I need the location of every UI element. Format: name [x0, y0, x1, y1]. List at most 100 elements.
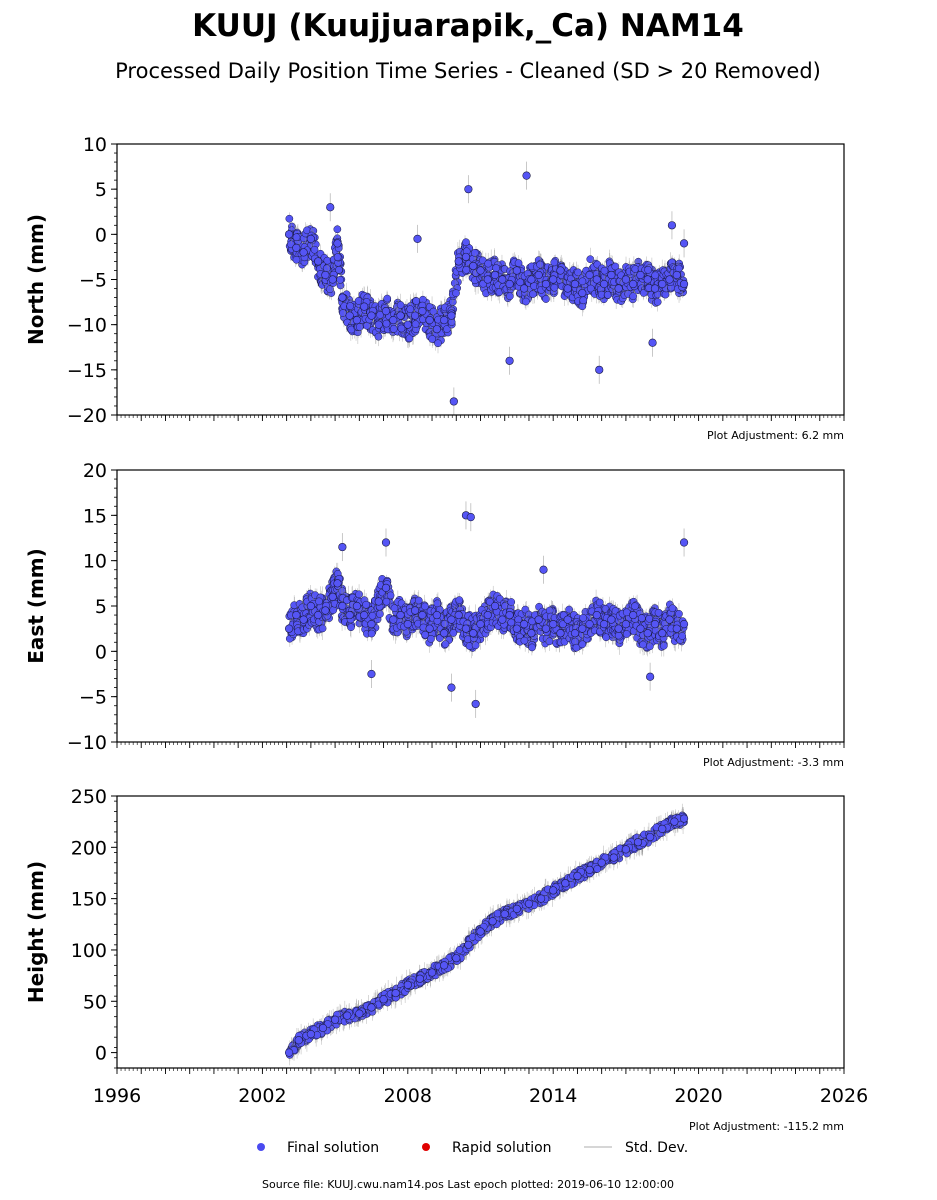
- data-point: [382, 319, 391, 328]
- data-point: [434, 339, 442, 348]
- data-point: [578, 277, 587, 286]
- y-tick-label: −15: [67, 360, 107, 382]
- data-point: [367, 311, 376, 320]
- data-point: [427, 635, 435, 643]
- data-point: [645, 642, 654, 651]
- data-point: [595, 598, 604, 607]
- data-point: [614, 284, 623, 293]
- data-point: [396, 311, 405, 320]
- outlier-point: [522, 171, 531, 180]
- data-point: [658, 279, 667, 289]
- data-point: [368, 611, 377, 620]
- data-point: [507, 598, 516, 606]
- outlier-point: [449, 397, 458, 406]
- data-point: [412, 297, 421, 305]
- data-point: [323, 264, 331, 273]
- data-point: [284, 230, 294, 239]
- data-point: [374, 320, 383, 329]
- data-point: [639, 640, 647, 649]
- data-point: [629, 279, 638, 289]
- data-point: [622, 630, 631, 638]
- y-tick-label: −10: [67, 315, 107, 337]
- data-point: [483, 275, 492, 284]
- data-point: [346, 302, 355, 310]
- data-point: [410, 311, 420, 320]
- data-point: [360, 302, 369, 311]
- data-point: [352, 316, 362, 325]
- data-point: [679, 279, 689, 289]
- data-point: [550, 258, 559, 267]
- data-point: [396, 301, 405, 309]
- y-tick-label: −20: [67, 405, 107, 427]
- data-point: [355, 323, 364, 331]
- data-point: [432, 325, 441, 334]
- data-point: [469, 261, 478, 271]
- data-point: [650, 284, 660, 293]
- data-point: [585, 270, 594, 280]
- data-point: [645, 614, 654, 623]
- east-point-cloud: [285, 562, 688, 659]
- data-point: [522, 297, 530, 306]
- data-point: [310, 245, 319, 254]
- data-point: [411, 320, 420, 329]
- data-point: [333, 253, 342, 261]
- data-point: [643, 275, 652, 284]
- data-point: [578, 288, 587, 298]
- data-point: [397, 324, 406, 333]
- y-tick-label: 0: [95, 224, 107, 246]
- data-point: [339, 309, 347, 317]
- data-point: [306, 234, 315, 243]
- data-point: [672, 270, 681, 280]
- data-point: [299, 248, 308, 257]
- north-plot-adjustment: Plot Adjustment: 6.2 mm: [707, 429, 844, 442]
- data-point: [527, 275, 536, 284]
- data-point: [556, 266, 565, 275]
- data-point: [549, 275, 558, 284]
- data-point: [462, 238, 470, 247]
- data-point: [335, 266, 343, 274]
- data-point: [637, 614, 646, 622]
- data-point: [383, 294, 392, 303]
- data-point: [505, 279, 514, 289]
- data-point: [333, 239, 342, 248]
- data-point: [321, 270, 330, 280]
- data-point: [528, 643, 536, 652]
- data-point: [389, 325, 398, 333]
- data-point: [520, 284, 529, 293]
- data-point: [292, 233, 301, 242]
- data-point: [314, 257, 323, 266]
- data-point: [563, 284, 572, 293]
- data-point: [454, 257, 463, 266]
- data-point: [484, 259, 493, 268]
- data-point: [579, 296, 588, 305]
- outlier-point: [505, 356, 514, 365]
- data-point: [443, 325, 451, 333]
- north-ylabel: North (mm): [24, 214, 48, 345]
- data-point: [345, 311, 354, 320]
- data-point: [631, 602, 639, 611]
- data-point: [651, 271, 660, 280]
- data-point: [362, 600, 370, 609]
- data-point: [386, 591, 395, 600]
- data-point: [462, 266, 471, 274]
- data-point: [452, 289, 460, 297]
- data-point: [376, 610, 384, 618]
- data-point: [653, 298, 662, 306]
- data-point: [476, 266, 485, 275]
- data-point: [336, 275, 344, 284]
- data-point: [636, 270, 645, 280]
- outlier-point: [326, 203, 335, 212]
- data-point: [471, 641, 480, 650]
- data-point: [315, 597, 323, 606]
- outlier-point: [648, 338, 657, 347]
- data-point: [520, 636, 529, 645]
- outlier-point: [464, 185, 473, 194]
- outlier-point: [595, 365, 604, 374]
- data-point: [492, 264, 500, 272]
- data-point: [455, 596, 464, 604]
- outlier-point: [679, 239, 689, 248]
- data-point: [629, 292, 638, 301]
- data-point: [285, 214, 294, 223]
